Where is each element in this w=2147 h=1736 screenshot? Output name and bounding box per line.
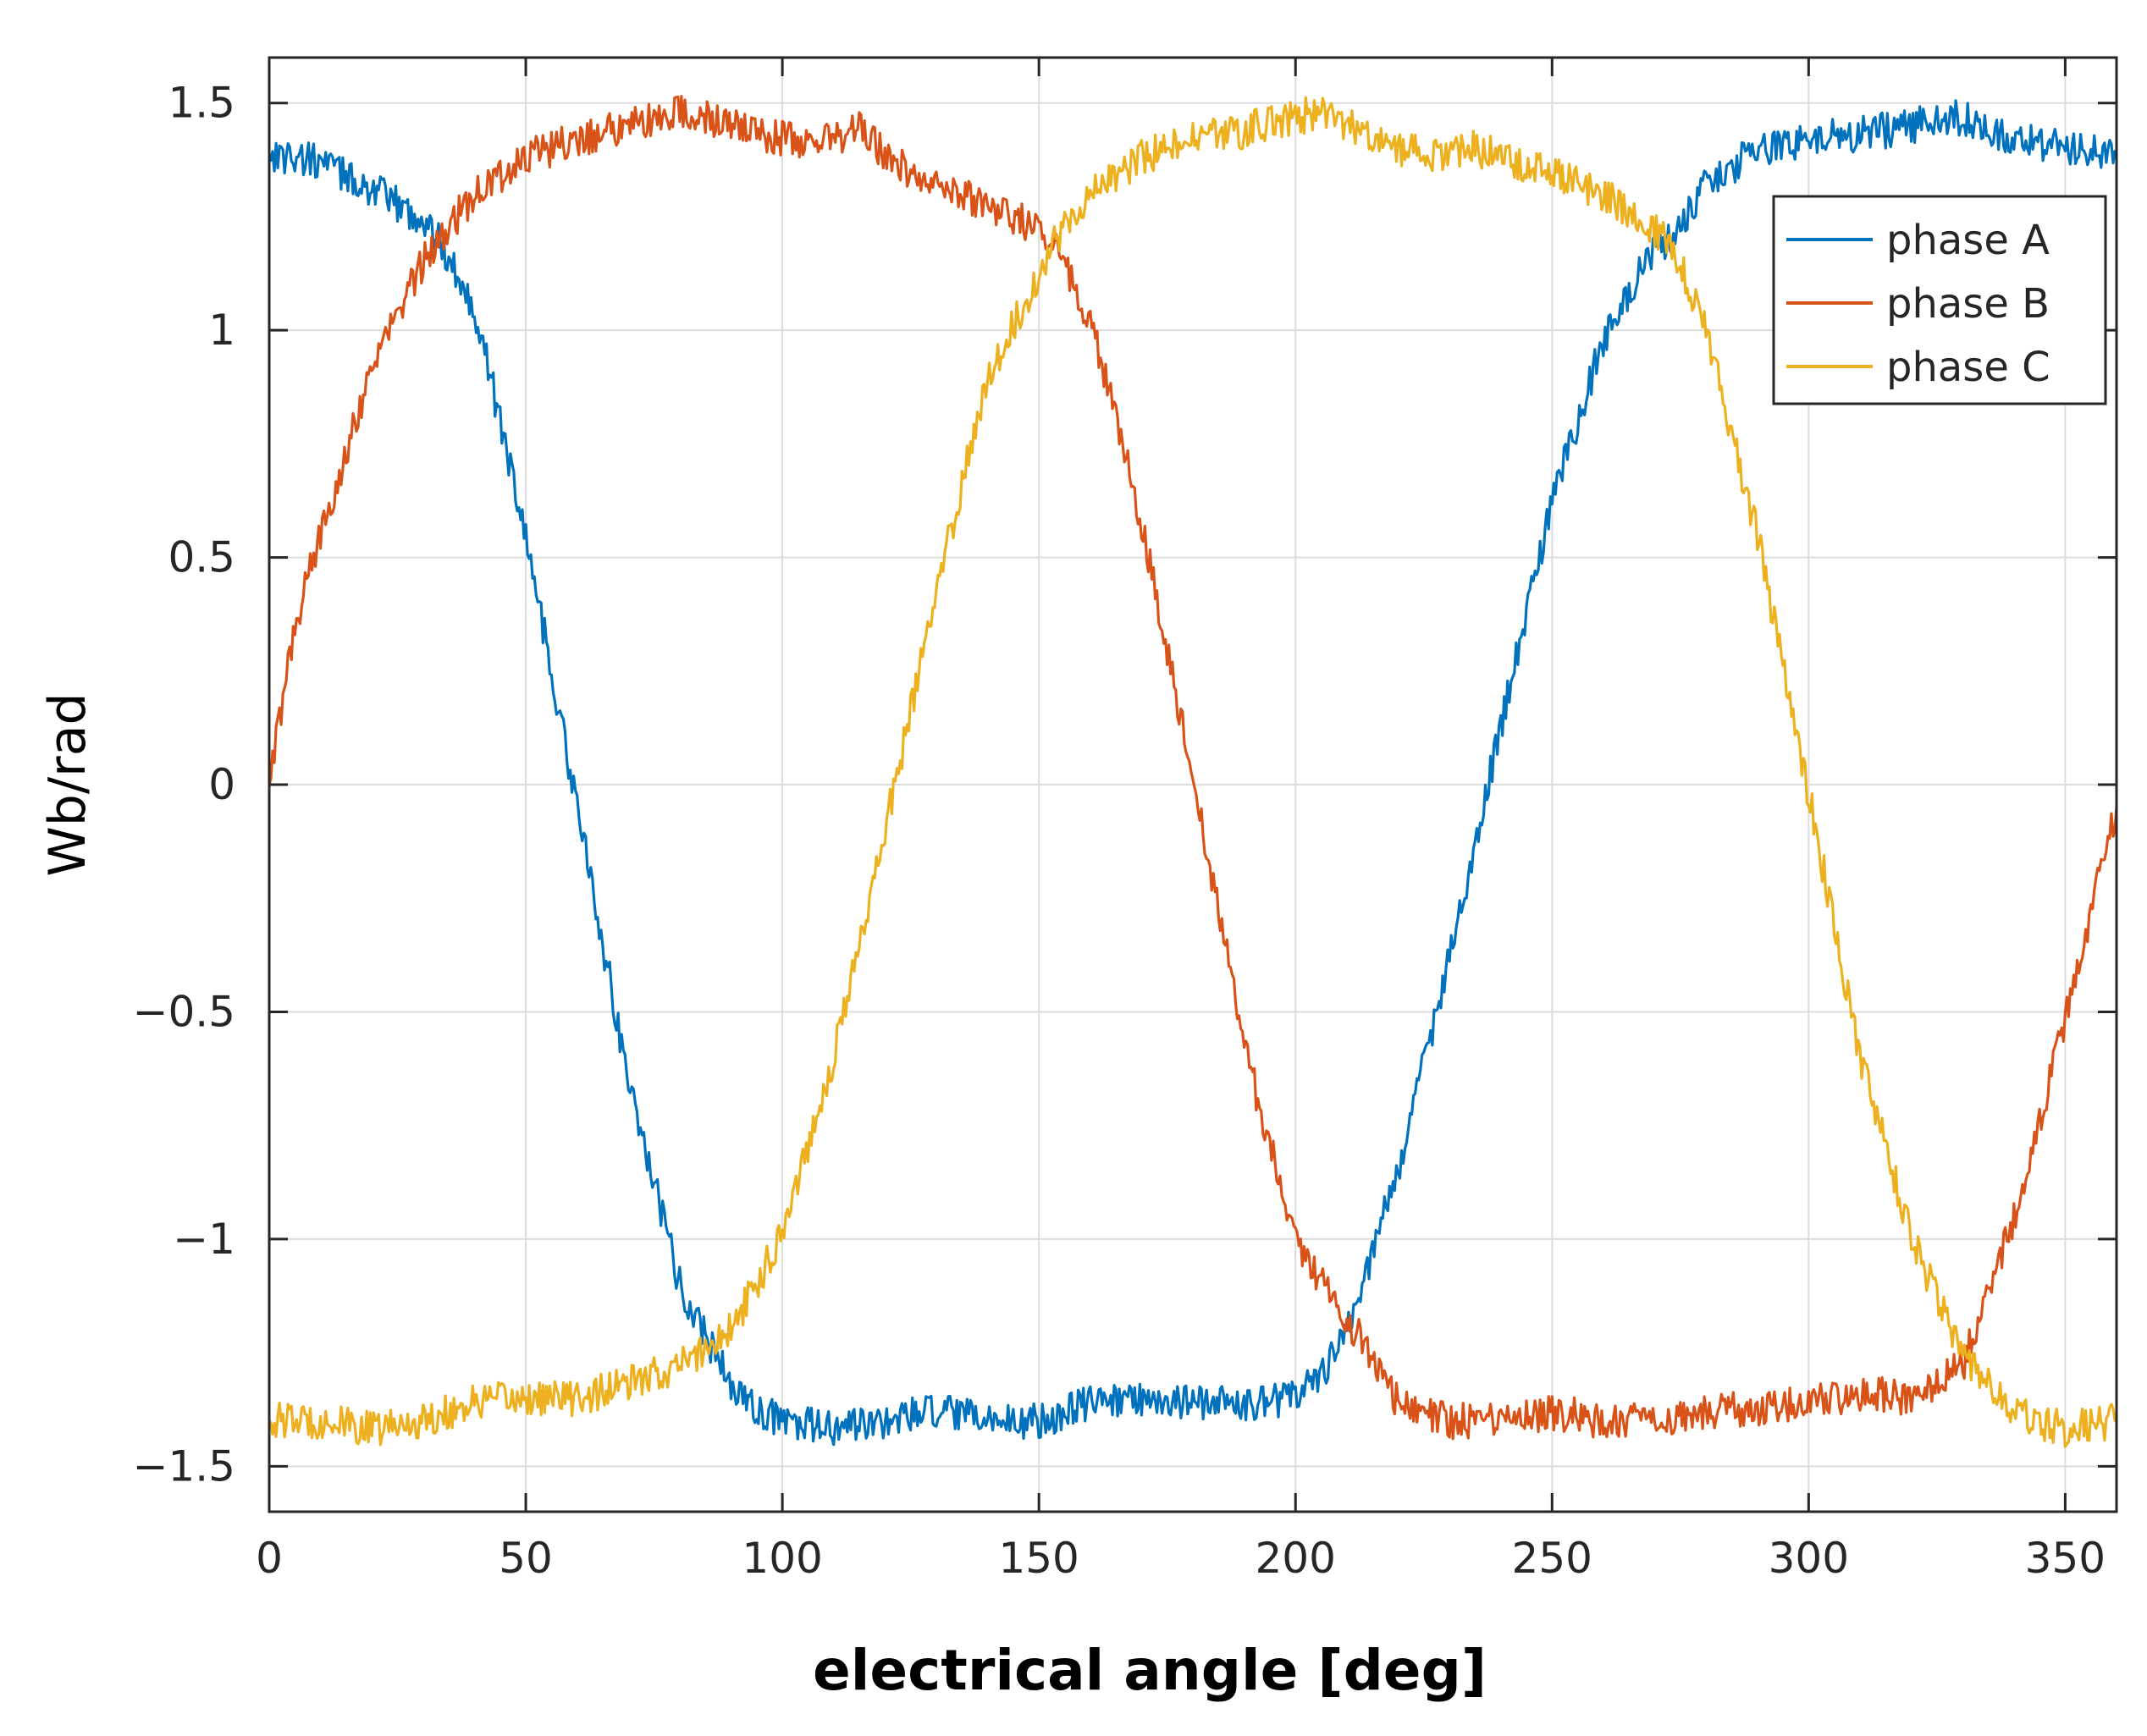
- x-tick-label: 200: [1256, 1534, 1336, 1583]
- legend-label-phase-b: phase B: [1886, 280, 2050, 328]
- y-tick-label: −0.5: [133, 987, 235, 1036]
- y-tick-label: 0.5: [168, 533, 235, 582]
- x-tick-label: 0: [256, 1534, 283, 1583]
- x-tick-label: 250: [1512, 1534, 1592, 1583]
- y-tick-label: −1: [173, 1215, 235, 1264]
- x-tick-label: 150: [998, 1534, 1079, 1583]
- y-axis-title: Wb/rad: [38, 692, 97, 876]
- legend-label-phase-c: phase C: [1886, 344, 2050, 391]
- legend-label-phase-a: phase A: [1886, 217, 2050, 264]
- x-tick-label: 300: [1769, 1534, 1849, 1583]
- legend: phase A phase B phase C: [1772, 195, 2107, 405]
- legend-box: [1772, 195, 2107, 405]
- series-line-phase-c: [268, 96, 2117, 1448]
- ticks-layer: 0 50 100 150 200 250 300 350 −1.5 −1 −0.5 0 0.5 1 1.5: [133, 58, 2117, 1583]
- series-line-phase-a: [268, 99, 2118, 1447]
- x-axis-title: electrical angle [deg]: [813, 1638, 1487, 1703]
- series-line-phase-b: [268, 95, 2118, 1441]
- y-tick-label: −1.5: [133, 1441, 235, 1491]
- y-tick-label: 1.5: [168, 79, 235, 128]
- series-layer: [268, 95, 2118, 1448]
- x-tick-label: 350: [2025, 1534, 2106, 1583]
- x-tick-label: 100: [742, 1534, 822, 1583]
- y-tick-label: 0: [208, 760, 235, 809]
- x-tick-label: 50: [499, 1534, 553, 1583]
- y-tick-label: 1: [208, 306, 235, 355]
